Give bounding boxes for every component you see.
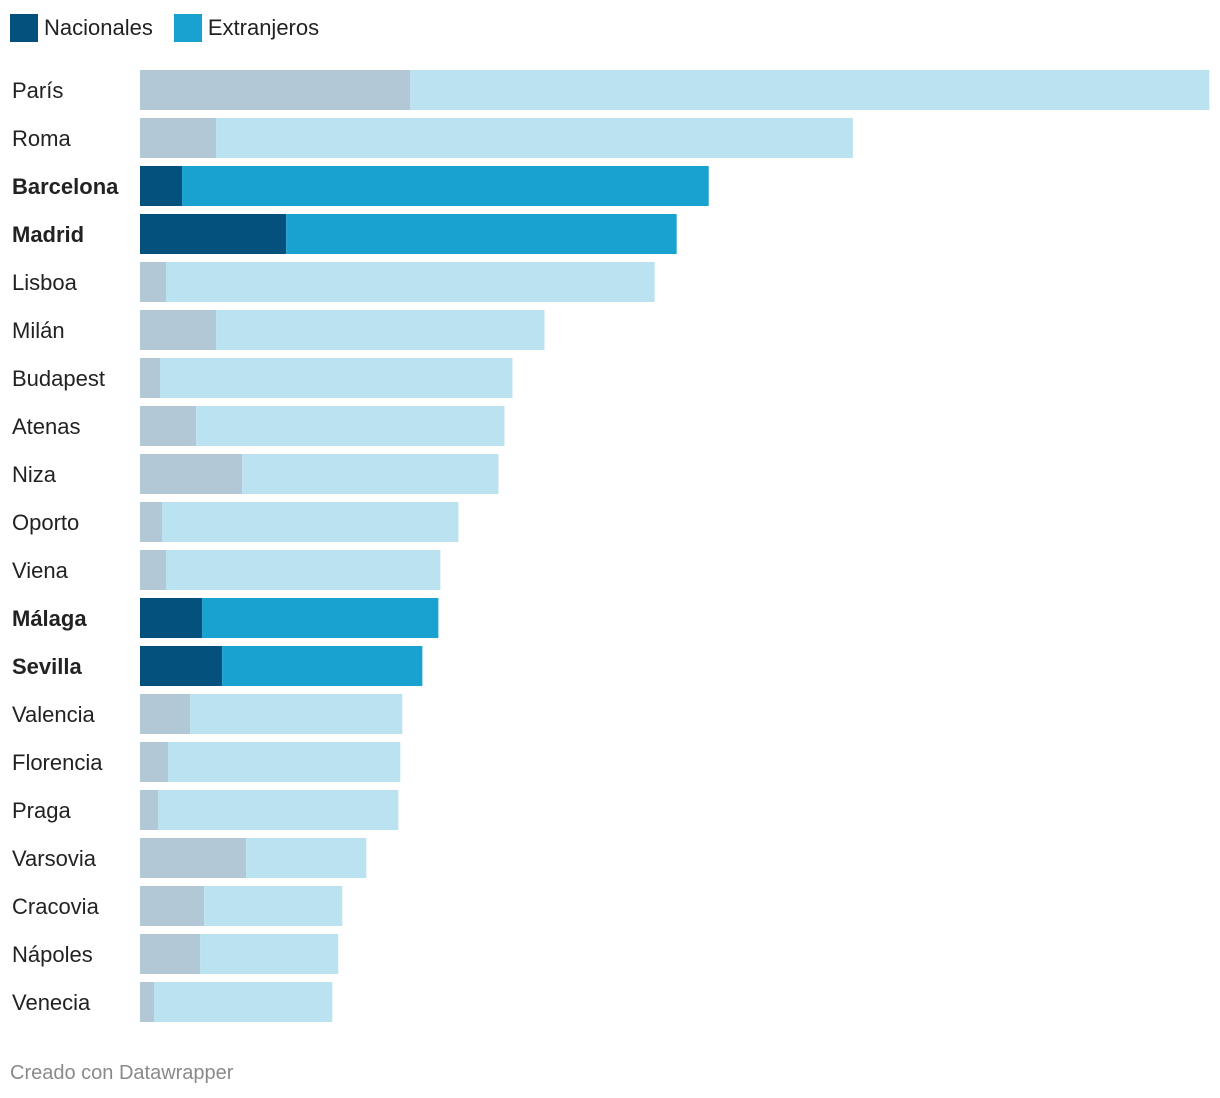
category-label-barcelona: Barcelona <box>12 174 119 199</box>
bar-nacionales-milan <box>140 310 217 350</box>
bar-extranjeros-sevilla <box>222 646 423 686</box>
bar-row-florencia: Florencia <box>12 742 401 782</box>
bar-row-budapest: Budapest <box>12 358 513 398</box>
bar-row-viena: Viena <box>12 550 441 590</box>
bar-extranjeros-florencia <box>168 742 401 782</box>
bar-extranjeros-paris <box>410 70 1210 110</box>
legend-swatch-nacionales <box>10 14 38 42</box>
legend-label-extranjeros: Extranjeros <box>207 15 320 40</box>
bar-row-sevilla: Sevilla <box>12 646 423 686</box>
category-label-atenas: Atenas <box>12 414 81 439</box>
category-label-lisboa: Lisboa <box>12 270 78 295</box>
bar-row-atenas: Atenas <box>12 406 505 446</box>
bar-nacionales-varsovia <box>140 838 247 878</box>
bar-extranjeros-niza <box>242 454 499 494</box>
bar-nacionales-cracovia <box>140 886 205 926</box>
category-label-venecia: Venecia <box>12 990 91 1015</box>
category-label-praga: Praga <box>12 798 71 823</box>
bar-nacionales-praga <box>140 790 159 830</box>
bar-nacionales-florencia <box>140 742 169 782</box>
category-label-madrid: Madrid <box>12 222 84 247</box>
bar-row-praga: Praga <box>12 790 399 830</box>
legend-item-extranjeros: Extranjeros <box>173 14 320 42</box>
category-label-roma: Roma <box>12 126 71 151</box>
bar-nacionales-sevilla <box>140 646 223 686</box>
bar-nacionales-budapest <box>140 358 161 398</box>
bar-extranjeros-atenas <box>196 406 505 446</box>
bar-nacionales-oporto <box>140 502 163 542</box>
bar-extranjeros-malaga <box>202 598 439 638</box>
bar-row-barcelona: Barcelona <box>12 166 709 206</box>
bar-nacionales-madrid <box>140 214 287 254</box>
bar-row-oporto: Oporto <box>12 502 459 542</box>
bar-nacionales-lisboa <box>140 262 167 302</box>
bar-extranjeros-barcelona <box>182 166 709 206</box>
bar-nacionales-barcelona <box>140 166 183 206</box>
bar-extranjeros-valencia <box>190 694 403 734</box>
category-label-niza: Niza <box>12 462 57 487</box>
category-label-valencia: Valencia <box>12 702 96 727</box>
category-label-paris: París <box>12 78 63 103</box>
bar-nacionales-paris <box>140 70 411 110</box>
bar-extranjeros-budapest <box>160 358 513 398</box>
bar-row-niza: Niza <box>12 454 499 494</box>
bar-nacionales-atenas <box>140 406 197 446</box>
legend-item-nacionales: Nacionales <box>10 14 153 42</box>
bar-row-varsovia: Varsovia <box>12 838 367 878</box>
bar-row-venecia: Venecia <box>12 982 333 1022</box>
category-label-budapest: Budapest <box>12 366 105 391</box>
bar-nacionales-roma <box>140 118 217 158</box>
category-label-florencia: Florencia <box>12 750 103 775</box>
legend: Nacionales Extranjeros <box>10 14 340 42</box>
bar-row-madrid: Madrid <box>12 214 677 254</box>
category-label-malaga: Málaga <box>12 606 87 631</box>
bar-nacionales-valencia <box>140 694 191 734</box>
bar-extranjeros-napoles <box>200 934 339 974</box>
stacked-bar-chart: París Roma Barcelona Madrid Lisboa Milán Budap… <box>12 70 1210 1022</box>
bar-row-roma: Roma <box>12 118 853 158</box>
bar-extranjeros-varsovia <box>246 838 367 878</box>
bar-nacionales-malaga <box>140 598 203 638</box>
bar-extranjeros-venecia <box>154 982 333 1022</box>
bar-extranjeros-lisboa <box>166 262 655 302</box>
bar-extranjeros-milan <box>216 310 545 350</box>
footer-credit: Creado con Datawrapper <box>10 1062 234 1084</box>
category-label-napoles: Nápoles <box>12 942 93 967</box>
bar-row-cracovia: Cracovia <box>12 886 343 926</box>
category-label-milan: Milán <box>12 318 65 343</box>
bar-row-lisboa: Lisboa <box>12 262 655 302</box>
category-label-varsovia: Varsovia <box>12 846 97 871</box>
bar-extranjeros-oporto <box>162 502 459 542</box>
category-label-oporto: Oporto <box>12 510 79 535</box>
category-label-viena: Viena <box>12 558 69 583</box>
legend-swatch-extranjeros <box>173 14 202 42</box>
bar-row-milan: Milán <box>12 310 545 350</box>
bar-extranjeros-madrid <box>286 214 677 254</box>
legend-label-nacionales: Nacionales <box>44 15 153 40</box>
bar-row-valencia: Valencia <box>12 694 403 734</box>
category-label-cracovia: Cracovia <box>12 894 100 919</box>
bar-nacionales-viena <box>140 550 167 590</box>
bar-row-malaga: Málaga <box>12 598 439 638</box>
bar-extranjeros-cracovia <box>204 886 343 926</box>
bar-nacionales-napoles <box>140 934 201 974</box>
bar-nacionales-venecia <box>140 982 155 1022</box>
bar-row-paris: París <box>12 70 1210 110</box>
category-label-sevilla: Sevilla <box>12 654 82 679</box>
bar-extranjeros-viena <box>166 550 441 590</box>
bar-extranjeros-roma <box>216 118 853 158</box>
bar-extranjeros-praga <box>158 790 399 830</box>
bar-nacionales-niza <box>140 454 243 494</box>
bar-row-napoles: Nápoles <box>12 934 339 974</box>
